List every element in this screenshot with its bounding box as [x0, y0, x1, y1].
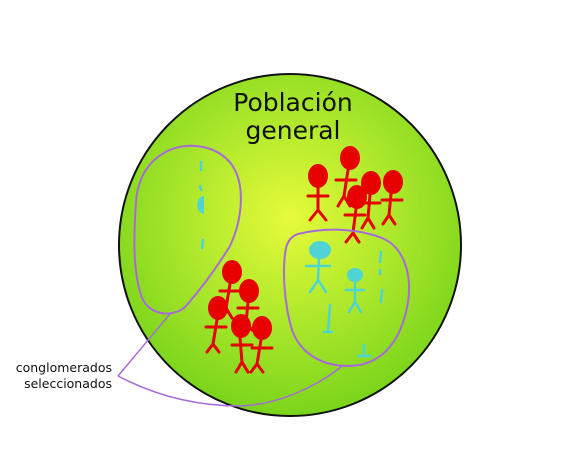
- population-circle: [118, 73, 462, 417]
- cyan-figure-group-right: [304, 241, 384, 358]
- red-figure: [334, 146, 360, 208]
- cyan-stroke: [198, 184, 203, 192]
- cyan-stroke: [379, 288, 384, 304]
- callout-line-left: [117, 313, 171, 377]
- cyan-stroke: [356, 343, 372, 358]
- red-figure: [380, 170, 404, 226]
- cyan-figure: [344, 268, 366, 314]
- cyan-figure: [304, 241, 332, 294]
- cyan-stroke: [200, 238, 205, 250]
- red-figure-group-top: [306, 146, 404, 244]
- red-figure: [230, 314, 254, 374]
- red-figure-group-bottom: [204, 260, 274, 374]
- population-title-line2: general: [245, 116, 340, 145]
- cyan-figure-group-left: [197, 160, 205, 250]
- callout-label-line2: seleccionados: [24, 376, 112, 391]
- callout-label-line1: conglomerados: [16, 360, 112, 375]
- cluster-outline-right: [283, 228, 410, 368]
- population-title-line1: Población: [233, 88, 352, 117]
- red-figure: [306, 164, 330, 222]
- red-figure: [249, 316, 274, 374]
- cyan-stroke: [322, 303, 334, 334]
- cyan-figure-partial: [197, 196, 204, 214]
- red-figure: [343, 185, 367, 244]
- cyan-stroke: [378, 250, 383, 264]
- red-figure: [358, 171, 382, 230]
- red-figure: [204, 296, 228, 354]
- callout-line-right: [117, 365, 343, 407]
- cluster-outline-left: [133, 144, 242, 315]
